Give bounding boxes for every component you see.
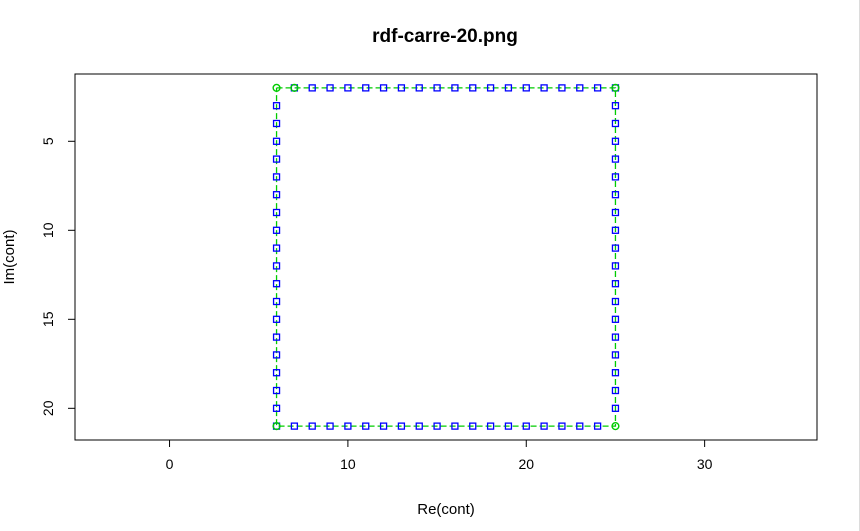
chart-title: rdf-carre-20.png [372,26,518,47]
square-point [272,351,281,359]
axes: 0 10 20 30 5 10 15 20 [40,137,713,472]
square-point [344,84,352,92]
square-point [611,173,620,181]
square-point [272,369,281,377]
square-point [308,422,316,430]
x-tick-label: 20 [518,456,534,472]
square-point [540,84,548,92]
square-point [611,137,620,145]
square-point [272,297,281,306]
square-point [611,119,620,128]
square-point [272,404,281,412]
square-point [611,315,620,323]
square-point [611,208,620,217]
square-point [522,422,530,430]
square-point [469,84,477,92]
square-point [593,84,602,92]
square-point [451,84,459,92]
x-tick-label: 0 [166,456,174,472]
y-axis-label: Im(cont) [1,229,18,284]
square-point [344,422,352,430]
outline-path [275,87,617,427]
square-point [272,315,281,323]
x-axis-label: Re(cont) [417,501,475,518]
y-tick-label: 15 [40,311,56,327]
square-point [611,386,620,395]
square-point [272,137,281,145]
square-point [611,155,620,163]
circle-point [290,83,299,92]
circle-point [611,83,620,92]
square-point [272,119,281,128]
x-tick-label: 30 [697,456,713,472]
y-tick-label: 5 [40,137,56,145]
square-point [272,173,281,181]
square-point [433,84,441,92]
square-point [272,226,281,234]
square-point [540,422,548,430]
square-point [469,422,477,430]
square-point [397,84,406,92]
square-point [272,191,281,199]
square-point [451,422,459,430]
square-point [397,422,406,430]
square-point [362,84,370,92]
circle-point [611,422,620,431]
square-point [611,369,620,377]
y-tick-label: 20 [40,400,56,416]
square-point [611,262,620,270]
square-point [504,422,513,430]
square-point [308,84,316,92]
square-point [611,351,620,359]
square-point [272,155,281,163]
square-point [272,208,281,217]
square-point [611,226,620,234]
square-point [611,280,620,288]
square-point [326,84,334,92]
square-point [272,386,281,395]
square-point [558,84,566,92]
square-point [611,191,620,199]
square-point [379,422,388,430]
square-point [272,262,281,270]
square-point [433,422,441,430]
square-point [576,422,584,430]
square-point [379,84,388,92]
square-point [611,244,620,252]
square-point [504,84,513,92]
square-point [611,102,620,110]
square-point [611,297,620,306]
square-point [486,84,495,92]
data-points [272,83,620,431]
square-point [611,404,620,412]
shape-outline [275,87,617,427]
square-point [272,244,281,252]
square-point [290,422,299,430]
circle-point [272,422,281,431]
x-tick-label: 10 [340,456,356,472]
square-point [415,84,423,92]
square-point [522,84,530,92]
square-point [272,102,281,110]
square-point [272,333,281,341]
square-point [362,422,370,430]
square-point [272,280,281,288]
square-point [576,84,584,92]
square-point [486,422,495,430]
y-tick-label: 10 [40,222,56,238]
circle-point [272,83,281,92]
square-point [326,422,334,430]
square-point [415,422,423,430]
square-point [593,422,602,430]
square-point [611,333,620,341]
square-point [558,422,566,430]
